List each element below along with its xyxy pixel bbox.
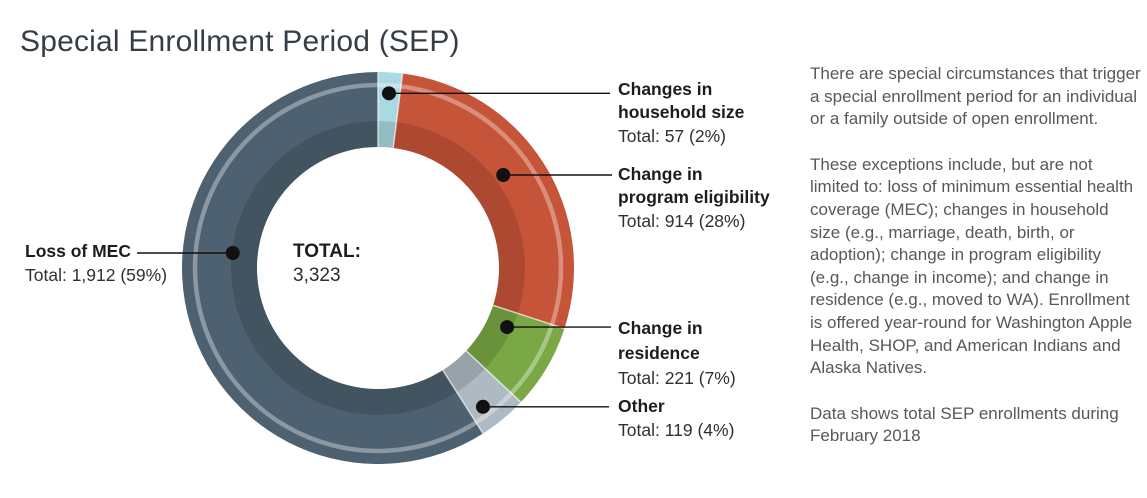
donut-slice-3 [442,350,521,434]
callout-loss-of-mec-value: Total: 1,912 (59%) [25,265,168,285]
donut-center-total-label: TOTAL: [293,241,361,262]
donut-slice-4 [181,72,484,464]
callout-household-size: Changes in household size Total: 57 (2%) [618,78,808,148]
callout-loss-of-mec-label: Loss of MEC [25,241,131,261]
callout-dot-4 [225,245,240,260]
description-paragraph: Data shows total SEP enrollments during … [810,403,1119,446]
callout-other-value: Total: 119 (4%) [618,420,735,440]
callout-program-eligibility-label: Change in program eligibility [618,164,770,207]
donut-slice-2 [466,305,565,403]
callout-other-label: Other [618,396,665,416]
callout-loss-of-mec: Loss of MEC Total: 1,912 (59%) [25,240,215,287]
callout-dot-3 [475,399,490,414]
description-paragraph: These exceptions include, but are not li… [810,154,1134,378]
description-panel: There are special circumstances that tri… [810,63,1143,471]
page-title: Special Enrollment Period (SEP) [20,25,460,59]
callout-household-size-label: Changes in household size [618,79,745,122]
callout-other: Other Total: 119 (4%) [618,395,808,442]
slice-separator [465,350,522,403]
description-paragraph: There are special circumstances that tri… [810,64,1141,129]
callout-program-eligibility-value: Total: 914 (28%) [618,211,746,231]
donut-center-total: TOTAL: 3,323 [293,240,453,288]
callout-dot-2 [500,320,515,335]
slice-separator [442,369,484,434]
callout-program-eligibility: Change in program eligibility Total: 914… [618,163,818,233]
slice-separator [392,73,404,149]
donut-slice-1 [393,73,574,329]
callout-residence-value: Total: 221 (7%) [618,368,736,388]
callout-dot-0 [381,86,396,101]
callout-residence: Change in residence Total: 221 (7%) [618,316,808,390]
callout-dot-1 [496,167,511,182]
slice-separator [492,304,565,330]
callout-residence-label: Change in residence [618,318,703,363]
callout-household-size-value: Total: 57 (2%) [618,126,726,146]
donut-center-total-value: 3,323 [293,265,341,286]
